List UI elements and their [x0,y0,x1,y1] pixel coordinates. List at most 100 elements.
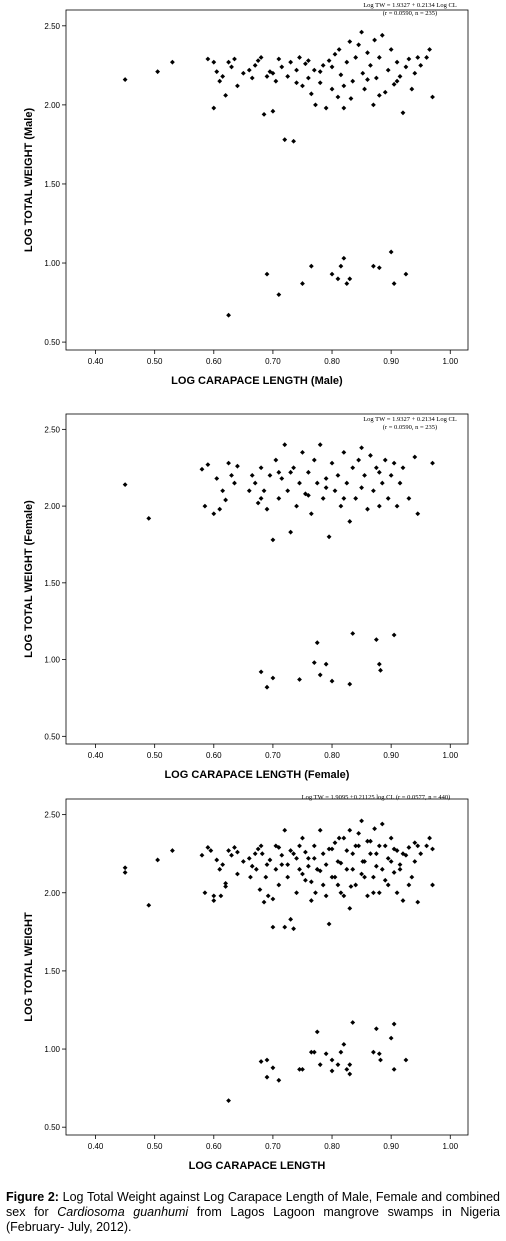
data-point [259,851,265,857]
x-tick-label: 1.00 [442,357,458,366]
scatter-panel-female: 0.40 0.50 0.60 0.70 0.80 0.90 1.00 0.50 1.00 1.50… [0,395,506,785]
data-point [311,457,317,463]
data-point [348,884,354,889]
data-point [335,1062,341,1068]
data-point [300,83,305,89]
data-point [199,852,205,858]
data-point [252,480,258,486]
data-point [388,249,394,255]
data-point [323,476,329,481]
data-point [317,827,323,833]
data-point [270,1065,276,1071]
data-point [264,1057,270,1063]
data-point [385,882,391,888]
data-point [305,863,311,869]
data-point [311,843,317,849]
x-axis-title: LOG CARAPACE LENGTH (Male) [171,375,343,387]
data-point [400,851,406,857]
data-point [329,846,335,852]
scatter-panel-combined: 0.40 0.50 0.60 0.70 0.80 0.90 1.00 0.50 1.00 1.50… [0,790,506,1175]
data-point [359,445,364,451]
data-point [362,472,367,478]
data-point [360,70,366,76]
data-point [273,457,279,463]
data-point [249,863,255,869]
data-point [288,916,294,922]
data-point [294,67,299,73]
data-point [347,1071,353,1077]
data-point [359,485,364,491]
data-point [332,51,338,57]
data-point [338,72,344,78]
data-point [418,851,424,857]
data-point [371,890,376,896]
data-point [336,47,342,52]
data-point [308,879,314,885]
data-point [297,677,302,682]
data-point [397,74,403,79]
data-point [373,75,379,81]
data-point [412,859,418,864]
data-point [211,898,217,903]
data-point [385,855,391,861]
data-point [347,905,353,911]
data-point [270,675,276,681]
plot-frame [65,798,469,1136]
data-point [376,55,382,60]
data-point [338,503,344,509]
data-point [397,480,403,486]
data-point [412,70,418,76]
data-point [122,870,128,875]
data-point [317,868,323,874]
data-point [378,667,383,673]
data-point [350,851,356,857]
data-point [297,866,302,872]
data-point [329,64,335,70]
data-point [341,893,347,899]
data-point [317,80,323,86]
y-tick-label: 1.50 [44,180,60,189]
data-point [282,137,288,143]
data-point [255,500,261,506]
regression-equation-line: (r = 0.0590, n = 235) [383,10,437,17]
data-point [146,902,152,908]
data-point [211,511,217,517]
data-point [220,488,226,494]
data-point [371,102,376,108]
data-point [430,94,435,100]
data-point [294,855,299,861]
data-point [378,1057,383,1063]
data-point [397,866,403,872]
y-axis-title: LOG TOTAL WEIGHT (Male) [23,108,35,253]
data-point [332,874,338,880]
data-point [226,460,231,466]
data-point [430,460,435,466]
data-point [205,56,211,62]
data-point [258,465,264,471]
data-point [359,29,364,35]
data-point [373,637,379,643]
data-point [235,871,240,877]
data-point [326,58,332,64]
data-point [258,843,264,849]
data-point [415,511,421,517]
data-point [372,37,377,43]
y-tick-label: 2.00 [44,502,60,511]
data-point [329,1057,335,1063]
x-tick-label: 0.40 [88,1142,104,1151]
data-point [341,1041,347,1047]
data-point [220,862,226,868]
data-point [229,472,234,478]
data-point [409,874,415,880]
data-point [300,449,305,455]
data-point [311,1049,317,1055]
data-point [282,827,288,833]
regression-equation-line: (r = 0.0590, n = 235) [383,424,437,431]
data-point [409,86,415,92]
x-tick-label: 0.90 [383,357,399,366]
data-point [223,880,229,886]
data-point [344,281,350,286]
data-point [288,469,294,475]
data-point [146,515,152,521]
data-point [379,821,385,827]
